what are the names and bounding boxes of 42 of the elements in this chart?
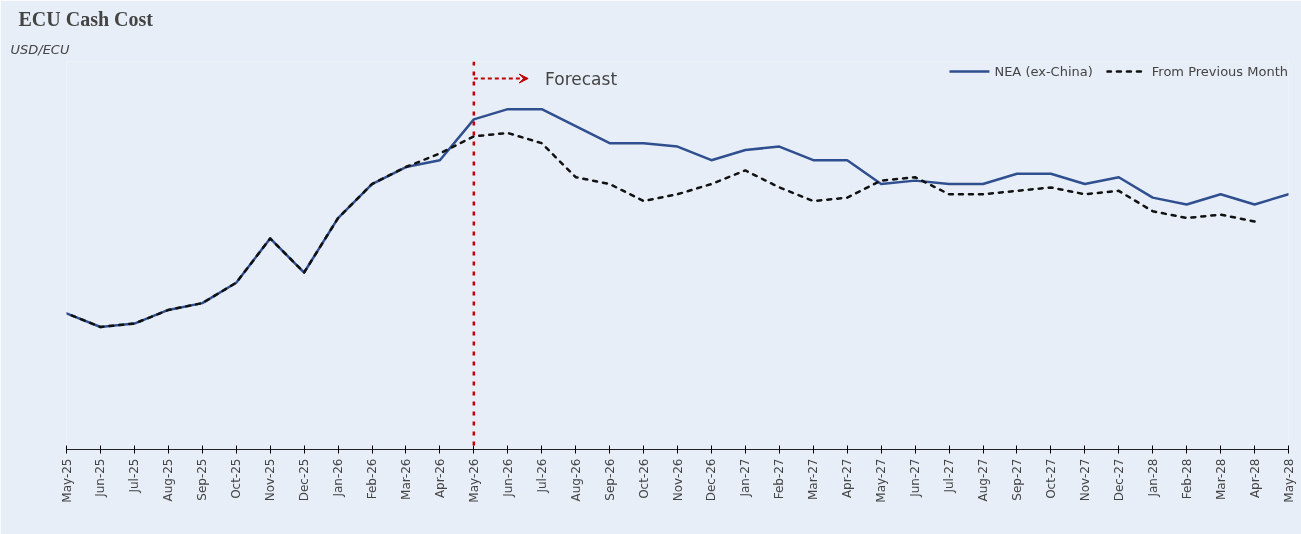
x-tick-label: Feb-28 [1179,458,1194,500]
legend-label: NEA (ex-China) [994,63,1093,79]
legend-label: From Previous Month [1151,63,1288,79]
x-tick-label: Jun-27 [908,458,923,498]
x-tick-label: Dec-27 [1111,458,1126,502]
x-tick-label: Mar-27 [806,458,821,500]
x-tick-label: Apr-27 [840,458,855,499]
x-tick-label: Jan-26 [331,458,346,498]
x-tick-label: Sep-25 [195,458,210,501]
x-tick-label: Aug-27 [976,458,990,502]
x-tick-label: Nov-27 [1077,458,1092,502]
x-tick-label: Nov-26 [670,458,685,502]
x-tick-label: Apr-26 [432,458,447,499]
x-tick-label: Jan-27 [738,458,753,498]
x-tick-label: Aug-25 [161,458,176,502]
x-tick-label: Nov-25 [263,458,278,502]
x-tick-label: Jul-26 [534,458,549,494]
chart-subtitle: USD/ECU [10,41,70,57]
x-tick-label: Dec-25 [297,458,312,502]
chart-title: ECU Cash Cost [18,7,154,30]
x-tick-label: Oct-26 [636,458,651,499]
x-tick-label: Oct-25 [229,458,244,499]
x-tick-label: Jul-25 [127,458,142,494]
x-tick-label: Oct-27 [1043,458,1058,499]
x-tick-label: Apr-28 [1247,458,1262,499]
x-tick-label: Mar-26 [398,458,413,500]
x-tick-label: Sep-27 [1009,458,1024,501]
x-tick-label: May-25 [59,458,74,503]
x-tick-label: Feb-26 [365,458,379,500]
x-tick-label: May-27 [874,458,889,503]
x-tick-label: Mar-28 [1213,458,1228,500]
x-tick-label: Jun-25 [93,458,108,498]
x-tick-label: Aug-26 [568,458,583,502]
ref-line-label: Forecast [545,68,618,89]
x-tick-label: Jan-28 [1145,458,1160,498]
x-tick-label: May-26 [466,458,481,503]
x-tick-label: Feb-27 [772,458,787,500]
x-tick-label: Jun-26 [500,458,515,498]
x-tick-label: Dec-26 [704,458,719,502]
x-tick-label: Jul-27 [942,458,957,494]
x-tick-label: Sep-26 [602,458,617,501]
x-tick-label: May-28 [1281,458,1296,503]
